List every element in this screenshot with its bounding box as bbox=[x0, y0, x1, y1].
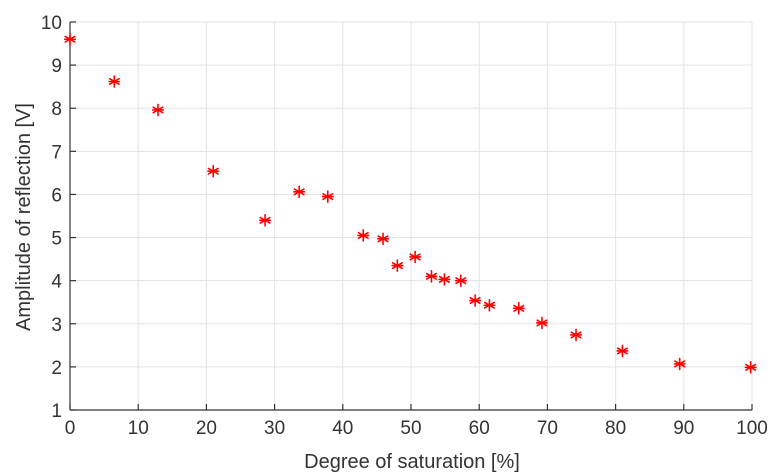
y-axis-label: Amplitude of reflection [V] bbox=[13, 103, 35, 331]
x-tick-label: 100 bbox=[736, 418, 768, 439]
data-point bbox=[357, 229, 370, 242]
data-point bbox=[535, 316, 548, 330]
y-tick-label: 5 bbox=[51, 229, 62, 250]
data-point bbox=[570, 328, 583, 342]
data-point bbox=[321, 190, 334, 203]
data-point bbox=[377, 232, 390, 246]
data-point bbox=[259, 214, 272, 227]
x-tick-labels: 0 10 20 30 40 50 60 70 80 90 100 bbox=[65, 418, 768, 439]
y-tick-label: 1 bbox=[51, 401, 62, 422]
y-tick-label: 10 bbox=[41, 13, 62, 34]
data-point bbox=[108, 75, 121, 88]
y-tick-label: 4 bbox=[51, 272, 62, 293]
y-tick-labels: 1 2 3 4 5 6 7 8 9 10 bbox=[41, 13, 63, 422]
y-tick-label: 3 bbox=[51, 315, 62, 336]
data-point bbox=[63, 32, 77, 46]
data-point bbox=[391, 259, 404, 272]
x-tick-label: 60 bbox=[469, 418, 490, 439]
data-points bbox=[63, 32, 757, 374]
y-tick-label: 2 bbox=[51, 358, 62, 379]
y-tick-label: 8 bbox=[51, 99, 62, 120]
data-point bbox=[512, 301, 525, 315]
x-tick-label: 50 bbox=[400, 418, 421, 439]
data-point bbox=[409, 250, 422, 264]
y-tick-label: 9 bbox=[51, 56, 62, 77]
y-tick-label: 7 bbox=[51, 142, 62, 163]
data-point bbox=[425, 270, 438, 283]
x-tick-label: 80 bbox=[605, 418, 626, 439]
data-point bbox=[151, 103, 165, 117]
grid-lines bbox=[69, 21, 753, 411]
x-tick-label: 30 bbox=[264, 418, 285, 439]
axes bbox=[69, 21, 753, 411]
data-point bbox=[293, 185, 306, 199]
x-tick-label: 70 bbox=[537, 418, 558, 439]
x-tick-label: 90 bbox=[673, 418, 694, 439]
data-point bbox=[469, 294, 482, 307]
data-point bbox=[483, 298, 496, 312]
data-point bbox=[454, 274, 467, 287]
x-tick-label: 40 bbox=[332, 418, 353, 439]
data-point bbox=[438, 273, 451, 286]
y-tick-label: 6 bbox=[51, 185, 62, 206]
data-point bbox=[207, 164, 220, 178]
x-tick-label: 10 bbox=[128, 418, 149, 439]
x-tick-label: 0 bbox=[65, 418, 76, 439]
data-point bbox=[616, 344, 629, 358]
x-tick-label: 20 bbox=[196, 418, 217, 439]
data-point bbox=[673, 357, 686, 371]
x-axis-label: Degree of saturation [%] bbox=[304, 451, 520, 473]
data-point bbox=[744, 361, 757, 374]
